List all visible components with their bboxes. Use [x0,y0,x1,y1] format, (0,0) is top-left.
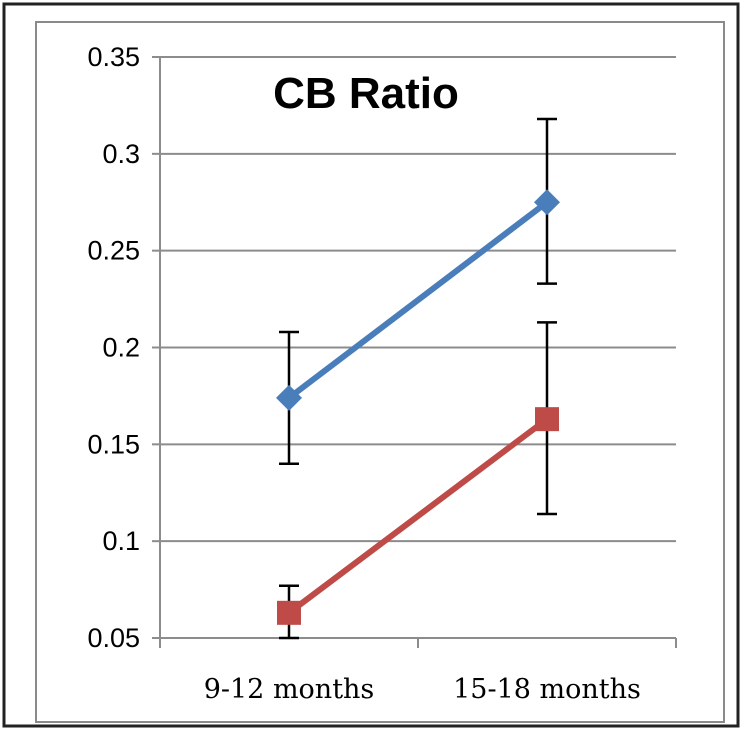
series-line [287,416,549,616]
series-line [287,199,549,401]
y-tick-label: 0.3 [102,139,140,169]
axes [152,56,677,648]
plot-frame [35,21,725,723]
y-tick-label: 0.1 [102,526,140,556]
data-point-square [277,600,301,625]
y-axis-ticks: 0.35 0.3 0.25 0.2 0.15 0.1 0.05 [87,42,140,653]
x-category-label: 9-12 months [204,674,375,705]
y-tick-label: 0.15 [87,429,140,459]
series [276,117,560,640]
gridlines [160,56,676,543]
x-axis-categories: 9-12 months 15-18 months [204,674,641,705]
x-category-label: 15-18 months [453,674,641,705]
series-1 [276,117,560,465]
data-point-diamond [534,189,560,216]
data-point-square [535,407,559,432]
y-tick-label: 0.35 [87,42,140,72]
y-tick-label: 0.2 [102,333,140,363]
chart-title: CB Ratio [273,69,459,118]
y-tick-label: 0.25 [87,236,140,266]
data-point-diamond [276,384,302,411]
y-tick-label: 0.05 [87,623,140,653]
series-2 [277,321,559,640]
